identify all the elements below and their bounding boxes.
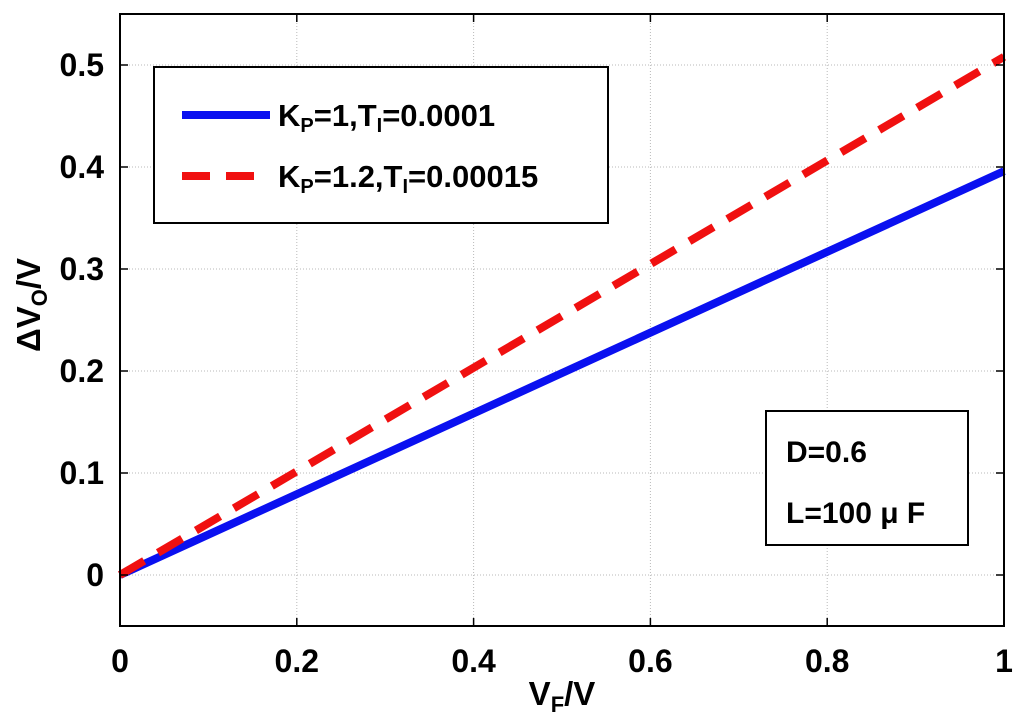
annotation-inductance: L=100 μ F <box>786 497 925 530</box>
legend-label-series-1: KP=1,TI=0.0001 <box>278 98 495 137</box>
y-tick-label: 0.3 <box>60 251 104 287</box>
y-tick-label: 0.5 <box>60 47 104 83</box>
y-tick-label: 0 <box>86 557 104 593</box>
y-tick-label: 0.2 <box>60 353 104 389</box>
series-layer <box>117 53 1007 579</box>
annotation-frame <box>765 410 969 546</box>
x-tick-label: 0.6 <box>628 643 672 679</box>
y-axis-label-suffix: /V <box>10 258 47 289</box>
x-axis-label-sub: F <box>551 692 564 717</box>
tick-labels: 0 0.2 0.4 0.6 0.8 1 0 0.1 0.2 0.3 0.4 0.5 <box>60 47 1013 679</box>
legend: KP=1,TI=0.0001 KP=1.2,TI=0.00015 <box>153 66 609 224</box>
annotation-box: D=0.6 L=100 μ F <box>765 410 969 546</box>
x-axis-label-suffix: /V <box>564 675 595 712</box>
y-axis-label-sub: O <box>27 289 52 306</box>
tick-marks <box>119 14 1005 626</box>
legend-label-series-2: KP=1.2,TI=0.00015 <box>278 159 538 198</box>
legend-box <box>153 66 609 224</box>
x-tick-label: 0.2 <box>275 643 319 679</box>
y-tick-label: 0.1 <box>60 455 104 491</box>
x-tick-label: 1 <box>995 643 1013 679</box>
plot-frame <box>119 13 1005 627</box>
y-axis-label: ΔVO/V <box>10 258 52 352</box>
x-axis-label: VF/V <box>529 675 596 717</box>
x-axis-label-main: V <box>529 675 551 712</box>
x-tick-label: 0.4 <box>451 643 496 679</box>
y-axis-label-prefix: ΔV <box>10 306 47 352</box>
y-tick-label: 0.4 <box>60 149 105 185</box>
x-tick-label: 0 <box>111 643 129 679</box>
x-tick-label: 0.8 <box>805 643 849 679</box>
series-line-1 <box>118 167 1006 579</box>
series-line-2 <box>117 53 1007 579</box>
annotation-duty: D=0.6 <box>786 436 867 469</box>
